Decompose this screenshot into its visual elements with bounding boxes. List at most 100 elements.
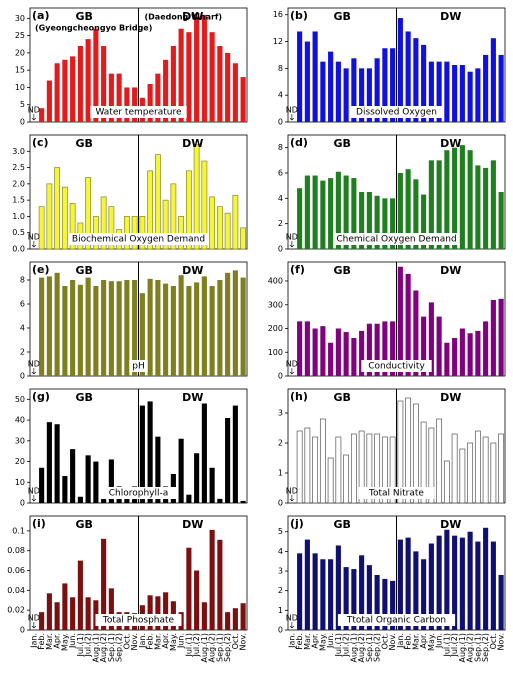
y-tick-label: 10 <box>15 83 25 92</box>
bar <box>451 433 458 504</box>
bar <box>382 198 388 249</box>
bar <box>147 595 153 630</box>
x-tick-label: Sep.(2) <box>115 633 124 662</box>
bar <box>304 427 311 504</box>
y-tick-label: 6 <box>20 300 25 309</box>
bar <box>46 183 53 250</box>
y-tick-label: 0.0 <box>12 245 25 254</box>
panel-label: (f) <box>290 263 305 276</box>
panel: 0 1 2 3 4 5 (j) GB DW ND Ttotal Organic Carbon Jan.… <box>278 515 506 663</box>
bar <box>490 442 497 504</box>
bar <box>155 436 161 503</box>
x-tick-label: Aug.(1) <box>200 633 209 663</box>
bar <box>85 597 91 630</box>
bar <box>366 323 372 376</box>
bar <box>467 71 473 122</box>
bar <box>209 286 215 376</box>
bar <box>240 277 246 376</box>
bar <box>101 496 107 503</box>
bar <box>390 580 396 630</box>
bar <box>405 537 411 630</box>
bar <box>297 188 303 249</box>
bar <box>54 167 61 250</box>
x-tick-label: Aug.(1) <box>458 633 467 663</box>
bar <box>39 108 45 122</box>
bar <box>452 147 458 249</box>
bar <box>452 535 458 630</box>
x-tick-label: Oct. <box>122 633 131 649</box>
y-tick-label: 50 <box>15 395 25 404</box>
bar <box>366 433 373 504</box>
bar <box>69 203 76 250</box>
bar <box>382 48 388 123</box>
y-tick-label: 2 <box>20 348 25 357</box>
title-box <box>69 233 208 245</box>
bar <box>343 68 349 122</box>
bar <box>155 73 161 122</box>
x-tick-label: Aug.(1) <box>349 633 358 663</box>
bar <box>178 216 185 250</box>
bar <box>101 46 107 122</box>
bar <box>209 467 215 503</box>
bar <box>312 31 318 122</box>
x-tick-label: Mar. <box>411 633 420 650</box>
y-tick-label: 20 <box>15 48 25 57</box>
bar <box>328 342 334 376</box>
y-tick-label: 4 <box>278 194 283 203</box>
panel: 0 2 4 6 8 (d) GB DW ND Chemical Oxygen Demand <box>278 134 506 254</box>
bar <box>436 160 442 249</box>
nd-label: ND <box>286 360 298 369</box>
bar <box>201 14 207 123</box>
bar <box>374 58 380 122</box>
bar <box>412 403 419 504</box>
bar <box>405 397 412 504</box>
panel-label: (c) <box>32 136 49 149</box>
bar <box>436 61 442 122</box>
y-tick-label: 400 <box>268 277 283 286</box>
y-tick-label: 10 <box>15 478 25 487</box>
bar <box>498 574 504 630</box>
panel: 0 1 2 3 (h) GB DW ND Total Nitrate <box>278 388 506 508</box>
y-tick-label: 1 <box>278 606 283 615</box>
bar <box>178 438 184 503</box>
bar <box>452 65 458 122</box>
bar <box>194 282 200 376</box>
panel: 0 4 8 12 16 (b) GB DW ND Dissolved Oxygen <box>273 7 506 127</box>
title-box <box>90 106 187 118</box>
bar <box>62 476 68 503</box>
group-label: GB <box>334 10 351 23</box>
x-tick-label: Sep.(2) <box>223 633 232 662</box>
title-box <box>129 360 148 372</box>
y-tick-label: 0.5 <box>12 228 25 237</box>
panel-label: (e) <box>32 263 50 276</box>
bar <box>217 280 223 376</box>
x-tick-label: Jan. <box>29 633 38 649</box>
y-tick-label: 6 <box>278 169 283 178</box>
bar <box>186 547 192 630</box>
bar <box>232 194 239 250</box>
bar <box>304 321 310 376</box>
y-tick-label: 12 <box>273 37 283 46</box>
y-tick-label: 2 <box>278 219 283 228</box>
bar <box>443 460 450 504</box>
bar <box>358 430 365 504</box>
bar <box>335 545 341 630</box>
bar <box>70 449 76 503</box>
bar <box>444 61 450 122</box>
group-label: GB <box>334 391 351 404</box>
panel-label: (d) <box>290 136 308 149</box>
x-tick-label: Jun. <box>435 633 444 649</box>
bar <box>108 459 114 503</box>
y-tick-label: 200 <box>268 324 283 333</box>
bar <box>217 46 223 122</box>
bar <box>85 455 91 503</box>
chart-title: Chemical Oxygen Demand <box>336 235 456 245</box>
bar <box>132 87 138 122</box>
bar <box>139 293 145 376</box>
bar <box>498 298 504 376</box>
panel-label: (i) <box>32 517 46 530</box>
bar <box>297 31 303 122</box>
x-tick-label: May. <box>60 633 69 651</box>
y-tick-label: 3 <box>278 567 283 576</box>
y-tick-label: 1.0 <box>12 212 25 221</box>
